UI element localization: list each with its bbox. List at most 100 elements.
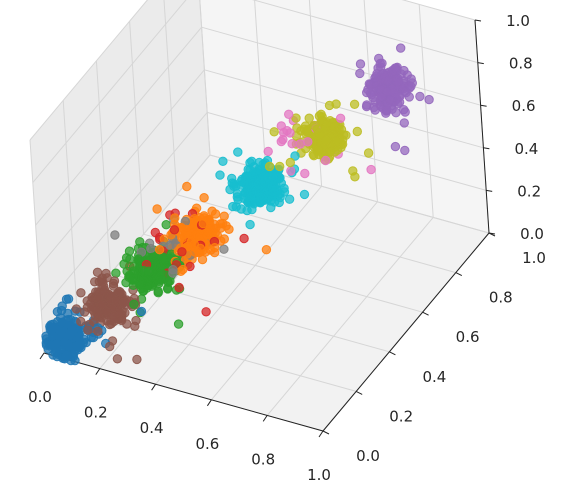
data-point xyxy=(295,139,305,149)
data-point xyxy=(276,136,286,147)
data-point xyxy=(97,300,107,310)
gridline-y-wall-4 xyxy=(163,0,178,195)
x-tick-mark xyxy=(318,430,324,438)
gridline-z-left-4 xyxy=(32,0,187,183)
gridline-x-floor-3 xyxy=(211,201,378,401)
floor-pane xyxy=(44,155,489,431)
data-point xyxy=(254,164,264,175)
y-tick-mark xyxy=(389,351,396,356)
data-point xyxy=(362,100,372,110)
data-point xyxy=(138,286,149,296)
data-point xyxy=(219,234,230,244)
x-axis-line xyxy=(43,352,324,432)
y-axis-line xyxy=(322,232,490,432)
data-point xyxy=(320,155,331,166)
y-tick-label: 0.8 xyxy=(489,289,513,307)
data-point xyxy=(393,77,403,87)
chart-points xyxy=(41,43,434,366)
x-tick-mark xyxy=(262,415,268,422)
data-point xyxy=(285,157,295,168)
data-point xyxy=(101,306,111,316)
data-point xyxy=(159,255,169,265)
z-tick-label: 0.8 xyxy=(509,55,533,73)
gridline-y-floor-4 xyxy=(176,194,456,274)
chart-gridlines xyxy=(29,0,490,432)
x-tick-label: 0.2 xyxy=(84,404,108,422)
data-point xyxy=(406,81,416,92)
data-point xyxy=(225,184,235,195)
z-tick-mark xyxy=(486,189,493,192)
data-point xyxy=(332,145,343,155)
data-point xyxy=(173,319,184,329)
data-point xyxy=(332,136,342,146)
data-point xyxy=(114,286,124,297)
data-point xyxy=(218,156,228,167)
data-point xyxy=(394,97,405,107)
x-tick-mark xyxy=(206,399,212,407)
data-point xyxy=(110,230,120,240)
gridline-x-floor-4 xyxy=(266,217,434,416)
gridline-y-wall-5 xyxy=(199,0,211,156)
data-point xyxy=(287,139,297,149)
data-point xyxy=(415,91,425,102)
data-point xyxy=(163,277,174,287)
data-point xyxy=(402,70,412,80)
z-tick-mark xyxy=(477,62,484,65)
x-tick-label: 0.8 xyxy=(251,450,275,468)
z-axis-line xyxy=(474,19,490,234)
z-tick-mark xyxy=(488,232,496,235)
data-point xyxy=(108,281,119,291)
gridline-x-wall-4 xyxy=(418,4,434,218)
y-tick-mark xyxy=(455,272,463,277)
data-point xyxy=(335,113,346,124)
data-point xyxy=(244,179,254,189)
data-point xyxy=(146,243,156,254)
data-point xyxy=(290,151,300,161)
data-point xyxy=(382,87,392,97)
data-point xyxy=(286,166,296,176)
x-tick-mark xyxy=(39,352,45,360)
data-point xyxy=(424,94,434,105)
chart-tick-labels: 0.0 0.2 0.4 0.6 0.8 1.0 0.0 0.2 0.4 0.6 0.8 1.0 0.0 0… xyxy=(28,12,546,484)
data-point xyxy=(154,276,164,286)
data-point xyxy=(404,92,414,102)
data-point xyxy=(232,189,243,199)
data-point xyxy=(381,108,391,118)
y-tick-label: 0.6 xyxy=(456,328,480,346)
y-tick-label: 0.4 xyxy=(422,368,446,386)
data-point xyxy=(284,109,294,120)
data-point xyxy=(177,247,187,257)
chart-panes xyxy=(30,0,489,431)
data-point xyxy=(128,274,138,285)
gridline-z-back-3 xyxy=(201,26,481,106)
z-tick-label: 0.0 xyxy=(520,225,544,243)
data-point xyxy=(303,137,313,147)
gridline-z-left-2 xyxy=(38,69,205,269)
data-point xyxy=(190,247,200,257)
y-tick-label: 0.0 xyxy=(356,447,380,465)
data-point xyxy=(256,192,266,203)
data-point xyxy=(224,224,234,235)
gridline-y-wall-0 xyxy=(29,139,45,354)
data-point xyxy=(216,223,226,233)
z-tick-label: 1.0 xyxy=(506,12,530,30)
data-point xyxy=(269,127,279,137)
data-point xyxy=(336,124,347,135)
data-point xyxy=(243,164,253,175)
data-point xyxy=(71,304,82,314)
data-point xyxy=(239,233,249,244)
y-tick-label: 1.0 xyxy=(522,249,546,267)
data-point xyxy=(219,244,229,254)
y-tick-mark xyxy=(322,430,330,435)
data-point xyxy=(396,43,406,53)
data-point xyxy=(355,68,365,79)
data-point xyxy=(309,120,320,131)
x-tick-label: 0.0 xyxy=(28,388,52,406)
data-point xyxy=(76,316,86,327)
gridline-z-back-5 xyxy=(401,0,476,21)
data-point xyxy=(204,227,214,237)
data-point xyxy=(350,172,360,182)
data-point xyxy=(76,288,86,298)
data-point xyxy=(70,355,80,366)
